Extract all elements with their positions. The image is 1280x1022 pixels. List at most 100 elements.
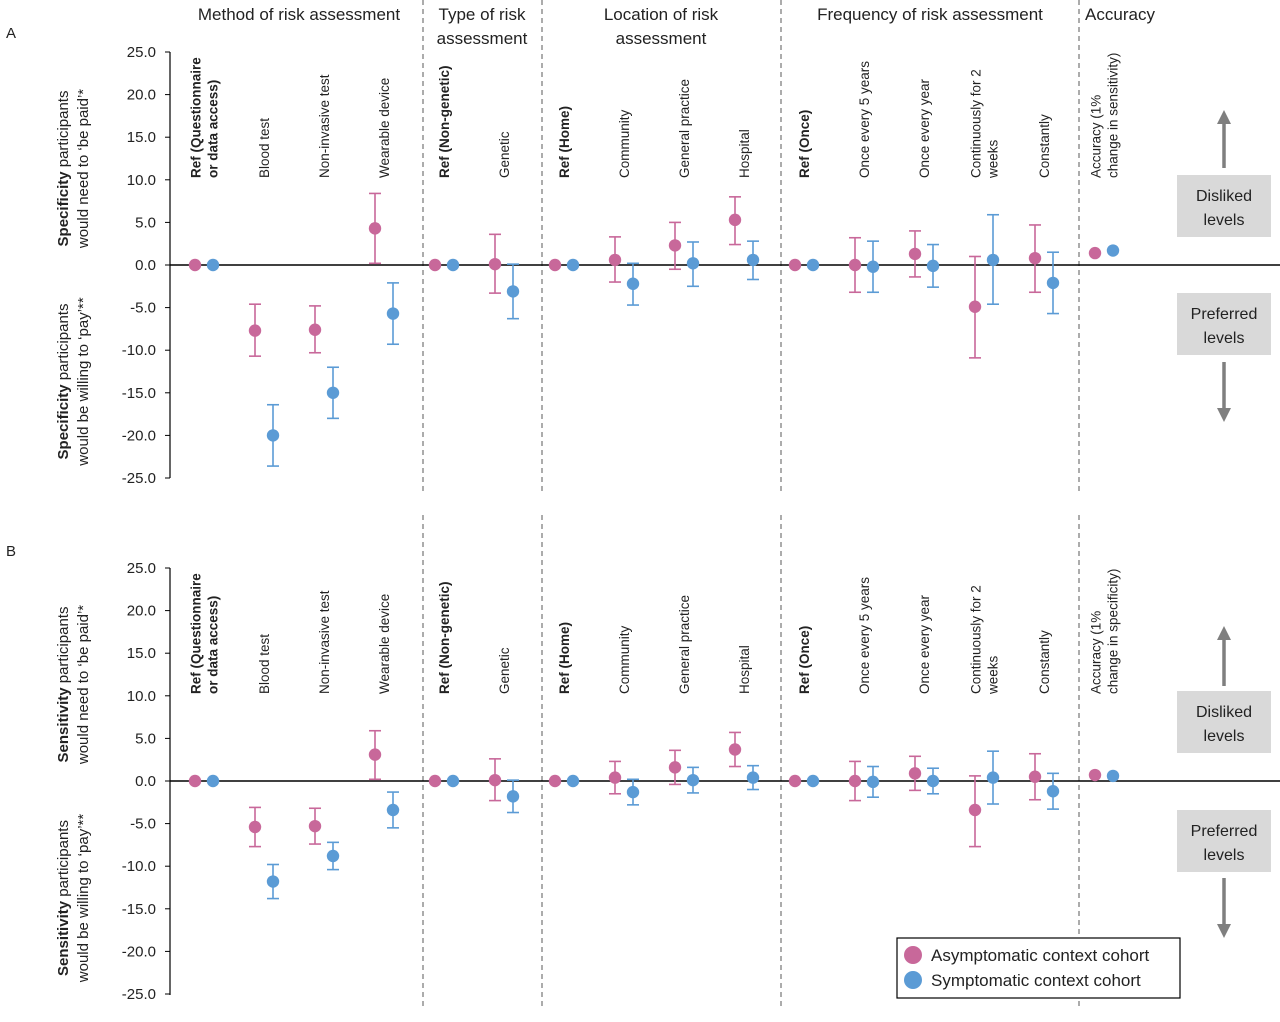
data-point	[248, 820, 262, 834]
y-tick-label: -5.0	[130, 300, 156, 317]
data-point	[908, 247, 922, 261]
data-point	[866, 775, 880, 789]
series-asymptomatic	[188, 192, 1102, 359]
disliked-levels-label: levels	[1204, 728, 1245, 745]
category-label: Non-invasive test	[317, 74, 332, 178]
group-title: assessment	[616, 29, 707, 48]
data-point	[266, 875, 280, 888]
up-arrow-head	[1217, 110, 1231, 124]
data-point	[686, 257, 700, 270]
data-point	[626, 785, 640, 799]
category-label: Ref (Questionnaire or data access)	[189, 57, 221, 178]
down-arrow-head	[1217, 408, 1231, 422]
panel-A: A Method of risk assessment Type of risk as…	[6, 0, 1280, 492]
category-label-line: Wearable device	[377, 78, 392, 178]
y-axis-title-upper-bold: Specificity	[55, 171, 72, 247]
y-tick-label: -25.0	[122, 986, 156, 1003]
y-axis-title-lower: Sensitivity participants would be willing…	[55, 814, 92, 984]
data-point	[1046, 785, 1060, 798]
data-point	[806, 258, 820, 272]
category-label: Ref (Home)	[557, 106, 572, 178]
category-label: Ref (Questionnaire or data access)	[189, 573, 221, 694]
data-point	[968, 300, 982, 313]
y-tick-label: 10.0	[127, 688, 156, 705]
data-point	[608, 771, 622, 784]
y-tick-label: -25.0	[122, 470, 156, 487]
data-point	[1088, 246, 1102, 260]
y-tick-label: 20.0	[127, 603, 156, 620]
legend-box	[896, 937, 1181, 999]
group-title: Method of risk assessment	[198, 5, 400, 24]
y-axis-title-lower-bold: Specificity	[55, 384, 72, 460]
category-label-line: weeks	[986, 139, 1001, 179]
data-point	[746, 771, 760, 784]
y-axis-title-upper: Specificity participants would need to ‘b…	[55, 89, 92, 249]
category-label: Accuracy (1% change in specificity)	[1089, 569, 1121, 694]
series-asymptomatic	[188, 729, 1102, 848]
y-axis-title-lower-line1: Specificity participants	[55, 304, 72, 460]
y-axis-title-upper: Sensitivity participants would need to ‘b…	[55, 605, 92, 765]
data-point	[206, 258, 220, 272]
data-point	[986, 253, 1000, 267]
y-tick-label: -20.0	[122, 943, 156, 960]
category-label-line: Non-invasive test	[317, 74, 332, 178]
data-point	[548, 774, 562, 788]
category-label: Constantly	[1037, 630, 1052, 694]
preferred-levels-label: levels	[1204, 847, 1245, 864]
category-label: Once every year	[917, 594, 932, 694]
data-point	[926, 774, 940, 788]
group-title: Location of risk	[604, 5, 719, 24]
category-label-line: Continuously for 2	[969, 69, 984, 178]
panel-B: B 25.0 20.0 15.0 10.0 5.0 0.0 -5.0 -10.0 -15.0 -20…	[6, 515, 1280, 1010]
legend: Asymptomatic context cohort Symptomatic c…	[896, 937, 1181, 999]
category-label-line: Ref (Once)	[797, 110, 812, 178]
y-axis-title-upper-line2: would need to ‘be paid’*	[75, 605, 92, 765]
category-label-line: Community	[617, 109, 632, 178]
data-point	[668, 239, 682, 252]
data-point	[446, 258, 460, 272]
category-label: Wearable device	[377, 594, 392, 694]
legend-swatch-asymptomatic	[904, 946, 922, 964]
category-label: Ref (Once)	[797, 626, 812, 694]
category-label: Continuously for 2 weeks	[969, 585, 1001, 695]
data-point	[326, 849, 340, 863]
category-label-line: Ref (Non-genetic)	[437, 582, 452, 695]
y-tick-label: 10.0	[127, 172, 156, 189]
data-point	[986, 771, 1000, 784]
category-label: Community	[617, 625, 632, 694]
data-point	[428, 258, 442, 272]
category-label-line: Ref (Once)	[797, 626, 812, 694]
y-axis-title-lower-line1: Sensitivity participants	[55, 820, 72, 976]
data-point	[686, 773, 700, 787]
data-point	[1088, 768, 1102, 782]
category-label-line: or data access)	[206, 80, 221, 178]
category-label: Genetic	[497, 647, 512, 694]
category-label-line: General practice	[677, 595, 692, 694]
up-arrow-head	[1217, 626, 1231, 640]
category-label-line: change in sensitivity)	[1106, 53, 1121, 178]
data-point	[908, 767, 922, 780]
category-label-line: Constantly	[1037, 114, 1052, 178]
category-label-line: Genetic	[497, 131, 512, 178]
data-point	[968, 803, 982, 817]
preferred-levels-box	[1177, 293, 1271, 355]
data-point	[728, 743, 742, 756]
category-label-line: Ref (Non-genetic)	[437, 66, 452, 179]
y-tick-label: -10.0	[122, 342, 156, 359]
y-axis-title-lower-rest: participants	[55, 304, 72, 385]
category-label-line: Ref (Home)	[557, 622, 572, 694]
category-label: Community	[617, 109, 632, 178]
category-label: Genetic	[497, 131, 512, 178]
data-point	[446, 774, 460, 788]
data-point	[386, 803, 400, 817]
category-label-line: Once every year	[917, 78, 932, 178]
y-tick-label: -15.0	[122, 385, 156, 402]
data-point	[368, 748, 382, 761]
y-tick-label: -5.0	[130, 816, 156, 833]
category-label: Once every 5 years	[857, 61, 872, 178]
preferred-levels-label: Preferred	[1191, 306, 1258, 323]
series-symptomatic	[206, 213, 1120, 467]
data-point	[1046, 276, 1060, 290]
category-label: Blood test	[257, 634, 272, 694]
